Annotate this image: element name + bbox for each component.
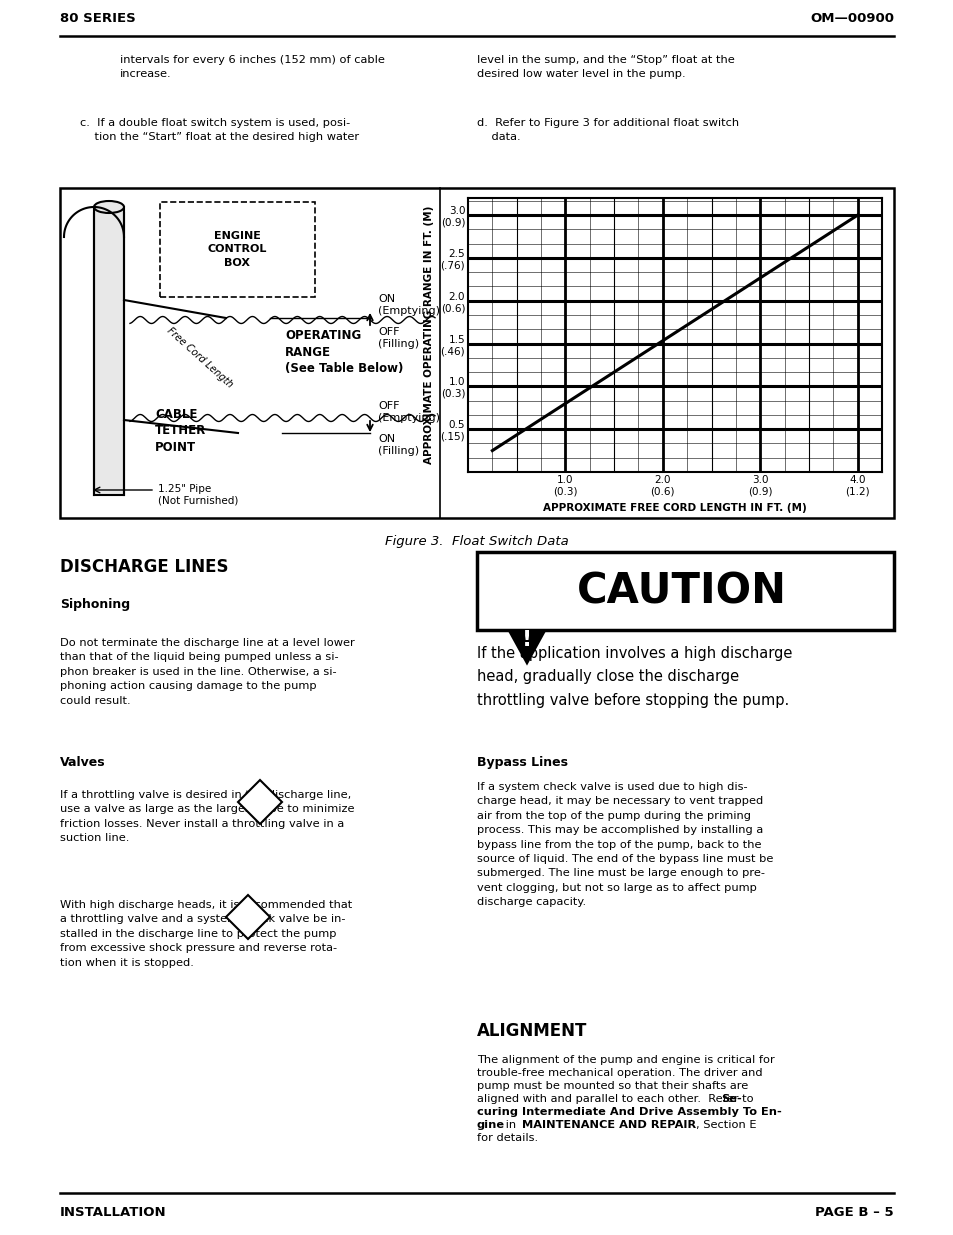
- Polygon shape: [237, 781, 282, 824]
- Text: If the application involves a high discharge
head, gradually close the discharge: If the application involves a high disch…: [476, 646, 792, 708]
- Text: Siphoning: Siphoning: [60, 598, 130, 611]
- Text: trouble-free mechanical operation. The driver and: trouble-free mechanical operation. The d…: [476, 1068, 761, 1078]
- Polygon shape: [507, 630, 546, 666]
- Text: in: in: [501, 1120, 519, 1130]
- Text: ENGINE
CONTROL
BOX: ENGINE CONTROL BOX: [208, 231, 267, 268]
- Text: for details.: for details.: [476, 1132, 537, 1144]
- Text: Se-: Se-: [720, 1094, 741, 1104]
- Text: , Section E: , Section E: [696, 1120, 756, 1130]
- Bar: [476, 552, 893, 630]
- Text: ON
(Filling): ON (Filling): [377, 433, 418, 456]
- Text: 80 SERIES: 80 SERIES: [60, 11, 135, 25]
- Text: PAGE B – 5: PAGE B – 5: [815, 1205, 893, 1219]
- Text: Free Cord Length: Free Cord Length: [165, 326, 234, 390]
- Text: MAINTENANCE AND REPAIR: MAINTENANCE AND REPAIR: [521, 1120, 696, 1130]
- Text: level in the sump, and the “Stop” float at the
desired low water level in the pu: level in the sump, and the “Stop” float …: [476, 56, 734, 79]
- Ellipse shape: [94, 201, 124, 212]
- Text: With high discharge heads, it is recommended that
a throttling valve and a syste: With high discharge heads, it is recomme…: [60, 900, 352, 967]
- Text: OFF
(Emptying): OFF (Emptying): [377, 401, 439, 424]
- Text: DISCHARGE LINES: DISCHARGE LINES: [60, 558, 229, 576]
- Text: ON
(Emptying): ON (Emptying): [377, 294, 439, 316]
- Text: pump must be mounted so that their shafts are: pump must be mounted so that their shaft…: [476, 1081, 747, 1091]
- Text: OFF
(Filling): OFF (Filling): [377, 327, 418, 350]
- Text: ALIGNMENT: ALIGNMENT: [476, 1023, 587, 1040]
- Text: Figure 3.  Float Switch Data: Figure 3. Float Switch Data: [385, 535, 568, 548]
- Bar: [60, 188, 893, 517]
- Bar: [94, 207, 124, 495]
- Text: aligned with and parallel to each other.  Refer to: aligned with and parallel to each other.…: [476, 1094, 757, 1104]
- Text: If a throttling valve is desired in the discharge line,
use a valve as large as : If a throttling valve is desired in the …: [60, 790, 355, 844]
- Text: !: !: [521, 630, 532, 650]
- Text: The alignment of the pump and engine is critical for: The alignment of the pump and engine is …: [476, 1055, 774, 1065]
- Bar: [160, 203, 314, 296]
- Text: 1.25" Pipe
(Not Furnished): 1.25" Pipe (Not Furnished): [158, 484, 238, 505]
- Text: OM—00900: OM—00900: [809, 11, 893, 25]
- Text: Bypass Lines: Bypass Lines: [476, 756, 567, 769]
- Text: intervals for every 6 inches (152 mm) of cable
increase.: intervals for every 6 inches (152 mm) of…: [120, 56, 384, 79]
- Text: CAUTION: CAUTION: [577, 571, 786, 613]
- Text: curing Intermediate And Drive Assembly To En-: curing Intermediate And Drive Assembly T…: [476, 1107, 781, 1116]
- X-axis label: APPROXIMATE FREE CORD LENGTH IN FT. (M): APPROXIMATE FREE CORD LENGTH IN FT. (M): [542, 504, 806, 514]
- Text: Do not terminate the discharge line at a level lower
than that of the liquid bei: Do not terminate the discharge line at a…: [60, 638, 355, 705]
- Text: OPERATING
RANGE
(See Table Below): OPERATING RANGE (See Table Below): [285, 329, 403, 375]
- Text: gine: gine: [476, 1120, 504, 1130]
- Text: d.  Refer to Figure 3 for additional float switch
    data.: d. Refer to Figure 3 for additional floa…: [476, 119, 739, 142]
- Text: c.  If a double float switch system is used, posi-
    tion the “Start” float at: c. If a double float switch system is us…: [80, 119, 358, 142]
- Text: If a system check valve is used due to high dis-
charge head, it may be necessar: If a system check valve is used due to h…: [476, 782, 773, 908]
- Text: INSTALLATION: INSTALLATION: [60, 1205, 167, 1219]
- Text: Valves: Valves: [60, 756, 106, 769]
- Polygon shape: [226, 895, 270, 939]
- Text: CABLE
TETHER
POINT: CABLE TETHER POINT: [154, 408, 206, 454]
- Y-axis label: APPROXIMATE OPERATING RANGE IN FT. (M): APPROXIMATE OPERATING RANGE IN FT. (M): [423, 206, 434, 464]
